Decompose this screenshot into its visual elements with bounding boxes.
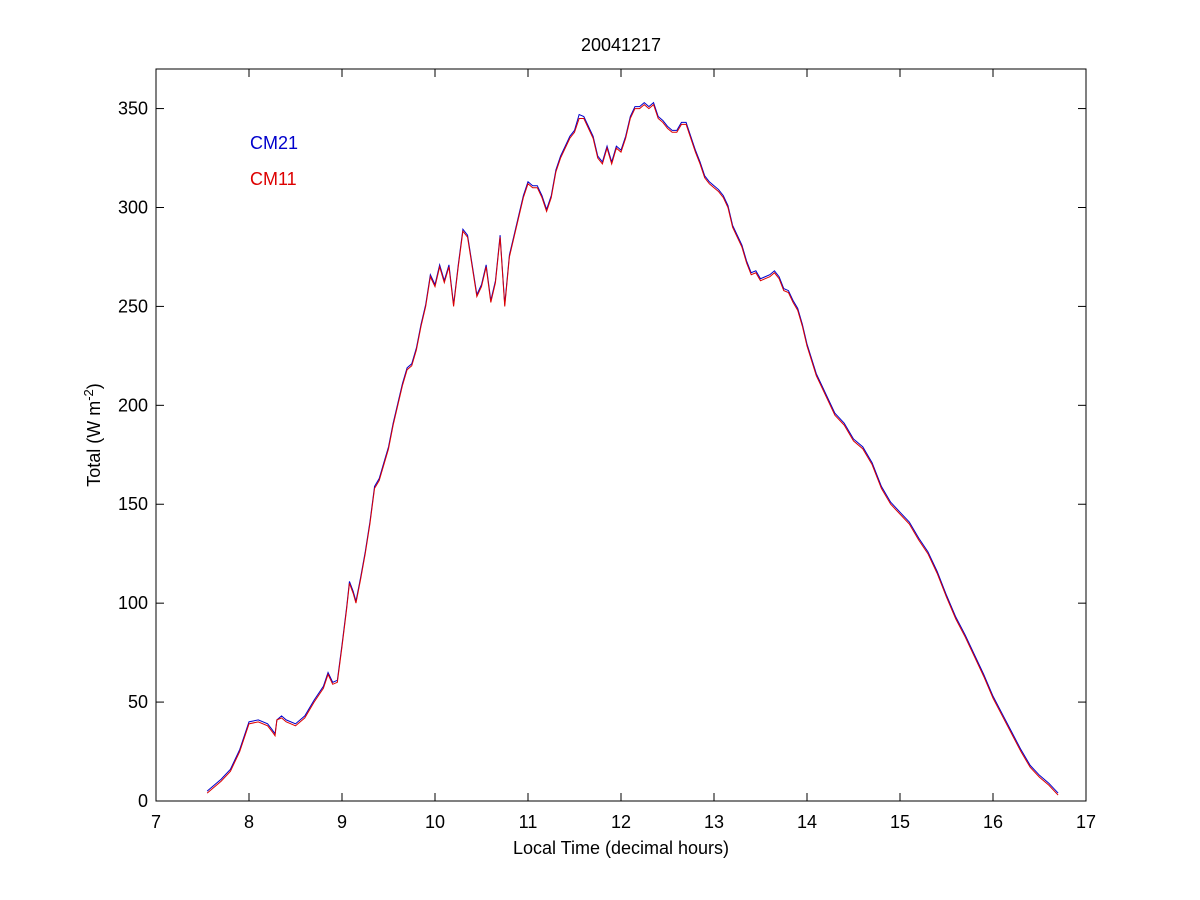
x-tick-label: 15 bbox=[890, 812, 910, 832]
x-tick-label: 14 bbox=[797, 812, 817, 832]
x-tick-label: 7 bbox=[151, 812, 161, 832]
x-tick-label: 13 bbox=[704, 812, 724, 832]
plot-frame bbox=[155, 68, 1087, 802]
x-tick-label: 17 bbox=[1076, 812, 1096, 832]
legend-entry: CM11 bbox=[250, 169, 297, 189]
legend-entry: CM21 bbox=[250, 133, 298, 153]
chart-title: 20041217 bbox=[581, 35, 661, 55]
y-label-end: ) bbox=[84, 383, 104, 389]
x-tick-label: 11 bbox=[519, 812, 538, 832]
x-tick-label: 12 bbox=[611, 812, 631, 832]
y-tick-label: 250 bbox=[118, 296, 148, 316]
y-tick-label: 0 bbox=[138, 791, 148, 811]
y-tick-label: 200 bbox=[118, 395, 148, 415]
x-tick-label: 10 bbox=[425, 812, 445, 832]
y-label-text: Total (W m bbox=[84, 401, 104, 487]
y-tick-label: 100 bbox=[118, 593, 148, 613]
x-tick-label: 8 bbox=[244, 812, 254, 832]
x-tick-label: 9 bbox=[337, 812, 347, 832]
x-tick-label: 16 bbox=[983, 812, 1003, 832]
y-axis-label: Total (W m-2) bbox=[81, 383, 104, 487]
y-label-sup: -2 bbox=[81, 389, 96, 401]
y-tick-label: 50 bbox=[128, 692, 148, 712]
x-axis-label: Local Time (decimal hours) bbox=[513, 838, 729, 858]
y-tick-label: 300 bbox=[118, 197, 148, 217]
data-line bbox=[206, 103, 1059, 796]
y-tick-label: 150 bbox=[118, 494, 148, 514]
y-tick-label: 350 bbox=[118, 99, 148, 119]
